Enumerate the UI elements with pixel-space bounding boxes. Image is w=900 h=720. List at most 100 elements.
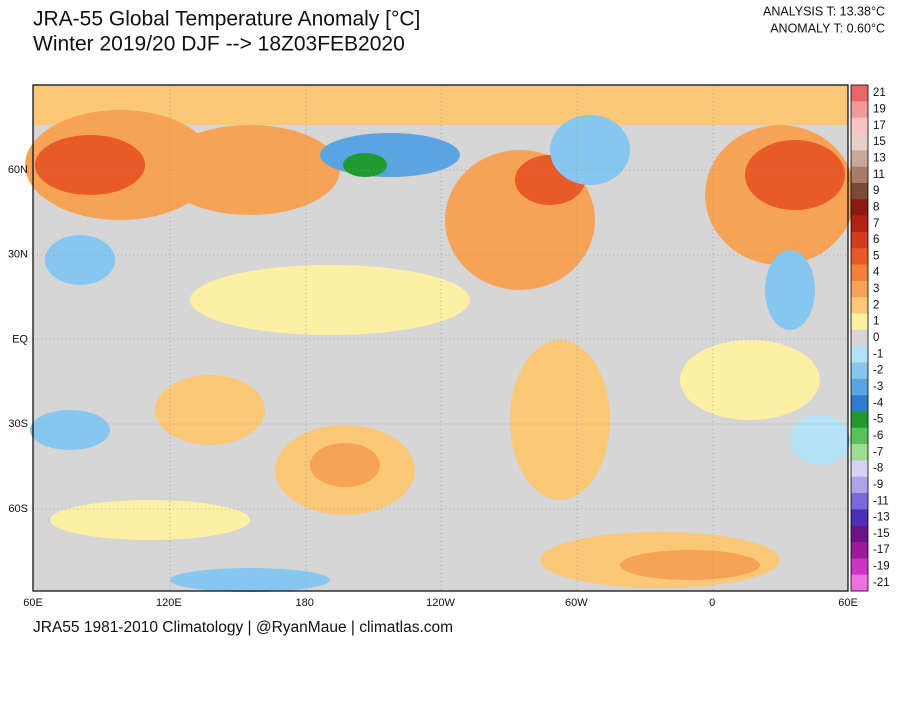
colorbar-swatch <box>851 264 868 282</box>
lon-label: 120W <box>426 597 455 609</box>
colorbar-label: -3 <box>873 381 883 393</box>
colorbar-label: -21 <box>873 577 890 589</box>
colorbar-swatch <box>851 395 868 412</box>
lat-label: 30S <box>8 418 28 430</box>
analysis-temp: ANALYSIS T: 13.38°C <box>763 4 885 18</box>
colorbar-label: -4 <box>873 397 884 409</box>
colorbar-swatch <box>851 346 868 363</box>
lon-label: 60E <box>838 597 858 609</box>
colorbar-label: 8 <box>873 201 879 213</box>
colorbar-label: 21 <box>873 87 886 99</box>
colorbar-swatch <box>851 427 868 445</box>
colorbar-swatch <box>851 329 868 347</box>
subtitle: Winter 2019/20 DJF --> 18Z03FEB2020 <box>33 33 405 56</box>
colorbar-label: -19 <box>873 561 890 573</box>
anomaly-region <box>790 415 850 465</box>
colorbar-label: 11 <box>873 169 885 181</box>
colorbar-swatch <box>851 493 868 510</box>
colorbar-label: -6 <box>873 430 883 442</box>
colorbar-swatch <box>851 542 868 559</box>
colorbar-label: -9 <box>873 479 883 491</box>
graticule <box>33 85 848 591</box>
lon-label: 60E <box>23 597 43 609</box>
colorbar-label: -13 <box>873 512 890 524</box>
colorbar-label: 5 <box>873 250 879 262</box>
colorbar-label: 9 <box>873 185 879 197</box>
colorbar-label: 7 <box>873 218 879 230</box>
lat-label: 60S <box>8 503 28 515</box>
colorbar-label: -15 <box>873 528 890 540</box>
colorbar-swatch <box>851 150 868 167</box>
colorbar-swatch <box>851 199 868 216</box>
title: JRA-55 Global Temperature Anomaly [°C] <box>33 8 420 31</box>
colorbar-swatch <box>851 101 868 118</box>
colorbar-swatch <box>851 133 868 151</box>
footer: JRA55 1981-2010 Climatology | @RyanMaue … <box>33 619 453 636</box>
lon-label: 60W <box>565 597 588 609</box>
colorbar-swatch <box>851 297 868 314</box>
anomaly-region <box>50 500 250 540</box>
colorbar-label: -17 <box>873 544 890 556</box>
colorbar-swatch <box>851 509 868 527</box>
anomaly-region <box>45 235 115 285</box>
colorbar-swatch <box>851 231 868 249</box>
colorbar-label: 6 <box>873 234 879 246</box>
colorbar-label: 17 <box>873 120 886 132</box>
anomaly-region <box>680 340 820 420</box>
colorbar-label: 13 <box>873 152 886 164</box>
lat-label: 30N <box>8 249 28 261</box>
colorbar-label: 19 <box>873 104 886 116</box>
map <box>25 84 855 592</box>
colorbar-label: -5 <box>873 414 883 426</box>
anomaly-region <box>30 410 110 450</box>
lat-label: EQ <box>12 333 28 345</box>
colorbar-label: -8 <box>873 463 883 475</box>
colorbar-label: -11 <box>873 495 889 507</box>
anomaly-region <box>190 265 470 335</box>
lon-label: 180 <box>295 597 313 609</box>
colorbar-swatch <box>851 444 868 461</box>
colorbar-label: 1 <box>873 316 879 328</box>
colorbar-label: 3 <box>873 283 879 295</box>
anomaly-region <box>765 250 815 330</box>
colorbar-swatch <box>851 558 868 575</box>
anomaly-region <box>310 443 380 487</box>
colorbar-label: -2 <box>873 365 883 377</box>
lon-label: 0 <box>709 597 715 609</box>
lat-label: 60N <box>8 164 28 176</box>
anomaly-temp: ANOMALY T: 0.60°C <box>770 21 885 35</box>
anomaly-region <box>170 568 330 592</box>
colorbar-swatch <box>851 280 868 298</box>
colorbar-swatch <box>851 117 868 135</box>
colorbar-label: 15 <box>873 136 886 148</box>
colorbar-label: -7 <box>873 446 883 458</box>
anomaly-region <box>510 340 610 500</box>
colorbar-swatch <box>851 378 868 396</box>
map-frame <box>32 84 849 592</box>
colorbar-swatch <box>851 313 868 331</box>
lon-label: 120E <box>156 597 182 609</box>
colorbar-swatch <box>851 248 868 265</box>
colorbar-label: 4 <box>873 267 880 279</box>
colorbar-swatch <box>851 182 868 200</box>
colorbar-swatch <box>851 166 868 184</box>
colorbar-label: 2 <box>873 299 879 311</box>
colorbar-swatch <box>851 574 868 592</box>
colorbar-swatch <box>851 215 868 233</box>
anomaly-region <box>343 153 387 177</box>
colorbar-swatch <box>851 411 868 429</box>
colorbar-label: 0 <box>873 332 879 344</box>
colorbar-swatch <box>851 85 868 102</box>
colorbar-swatch <box>851 460 868 478</box>
anomaly-region <box>155 375 265 445</box>
colorbar-swatch <box>851 525 868 543</box>
anomaly-region <box>35 135 145 195</box>
anomaly-region <box>550 115 630 185</box>
colorbar-swatch <box>851 476 868 494</box>
colorbar-swatch <box>851 362 868 380</box>
colorbar-frame <box>850 84 869 592</box>
anomaly-region <box>620 550 760 580</box>
colorbar-label: -1 <box>873 348 883 360</box>
